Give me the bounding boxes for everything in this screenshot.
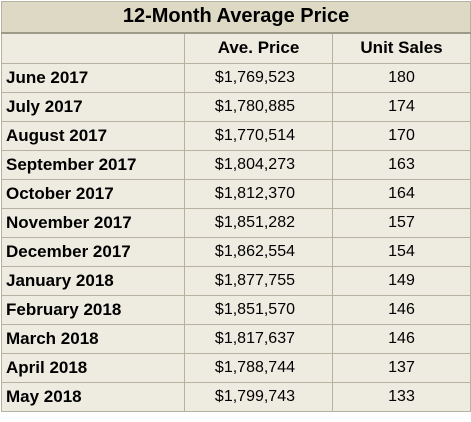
month-cell: January 2018 xyxy=(1,266,185,296)
month-cell: March 2018 xyxy=(1,324,185,354)
price-cell: $1,804,273 xyxy=(184,150,333,180)
price-cell: $1,788,744 xyxy=(184,353,333,383)
month-cell: November 2017 xyxy=(1,208,185,238)
table-row: July 2017 $1,780,885 174 xyxy=(1,92,471,122)
price-cell: $1,799,743 xyxy=(184,382,333,412)
month-cell: June 2017 xyxy=(1,63,185,93)
price-cell: $1,769,523 xyxy=(184,63,333,93)
sales-cell: 170 xyxy=(331,121,471,151)
column-header-price: Ave. Price xyxy=(184,32,333,64)
month-cell: February 2018 xyxy=(1,295,185,325)
price-table: 12-Month Average Price Ave. Price Unit S… xyxy=(0,1,471,412)
table-row: April 2018 $1,788,744 137 xyxy=(1,353,471,383)
price-cell: $1,877,755 xyxy=(184,266,333,296)
price-cell: $1,780,885 xyxy=(184,92,333,122)
price-cell: $1,851,282 xyxy=(184,208,333,238)
month-cell: July 2017 xyxy=(1,92,185,122)
table-row: September 2017 $1,804,273 163 xyxy=(1,150,471,180)
sales-cell: 174 xyxy=(331,92,471,122)
sales-cell: 164 xyxy=(331,179,471,209)
price-cell: $1,770,514 xyxy=(184,121,333,151)
table-title: 12-Month Average Price xyxy=(0,1,471,34)
table-row: August 2017 $1,770,514 170 xyxy=(1,121,471,151)
table-title-row: 12-Month Average Price xyxy=(0,1,471,34)
sales-cell: 133 xyxy=(331,382,471,412)
price-cell: $1,817,637 xyxy=(184,324,333,354)
table-row: February 2018 $1,851,570 146 xyxy=(1,295,471,325)
price-cell: $1,851,570 xyxy=(184,295,333,325)
table-row: May 2018 $1,799,743 133 xyxy=(1,382,471,412)
month-cell: December 2017 xyxy=(1,237,185,267)
table-row: December 2017 $1,862,554 154 xyxy=(1,237,471,267)
column-header-sales: Unit Sales xyxy=(331,32,471,64)
table-header-row: Ave. Price Unit Sales xyxy=(1,32,471,64)
month-cell: September 2017 xyxy=(1,150,185,180)
sales-cell: 163 xyxy=(331,150,471,180)
month-cell: April 2018 xyxy=(1,353,185,383)
table-row: March 2018 $1,817,637 146 xyxy=(1,324,471,354)
table-body: June 2017 $1,769,523 180 July 2017 $1,780,88… xyxy=(1,63,471,412)
month-cell: August 2017 xyxy=(1,121,185,151)
table-row: November 2017 $1,851,282 157 xyxy=(1,208,471,238)
sales-cell: 146 xyxy=(331,324,471,354)
table-row: June 2017 $1,769,523 180 xyxy=(1,63,471,93)
sales-cell: 137 xyxy=(331,353,471,383)
sales-cell: 157 xyxy=(331,208,471,238)
table-row: January 2018 $1,877,755 149 xyxy=(1,266,471,296)
table-row: October 2017 $1,812,370 164 xyxy=(1,179,471,209)
month-cell: October 2017 xyxy=(1,179,185,209)
price-cell: $1,862,554 xyxy=(184,237,333,267)
sales-cell: 180 xyxy=(331,63,471,93)
month-cell: May 2018 xyxy=(1,382,185,412)
sales-cell: 149 xyxy=(331,266,471,296)
sales-cell: 146 xyxy=(331,295,471,325)
column-header-month xyxy=(1,32,185,64)
sales-cell: 154 xyxy=(331,237,471,267)
price-cell: $1,812,370 xyxy=(184,179,333,209)
